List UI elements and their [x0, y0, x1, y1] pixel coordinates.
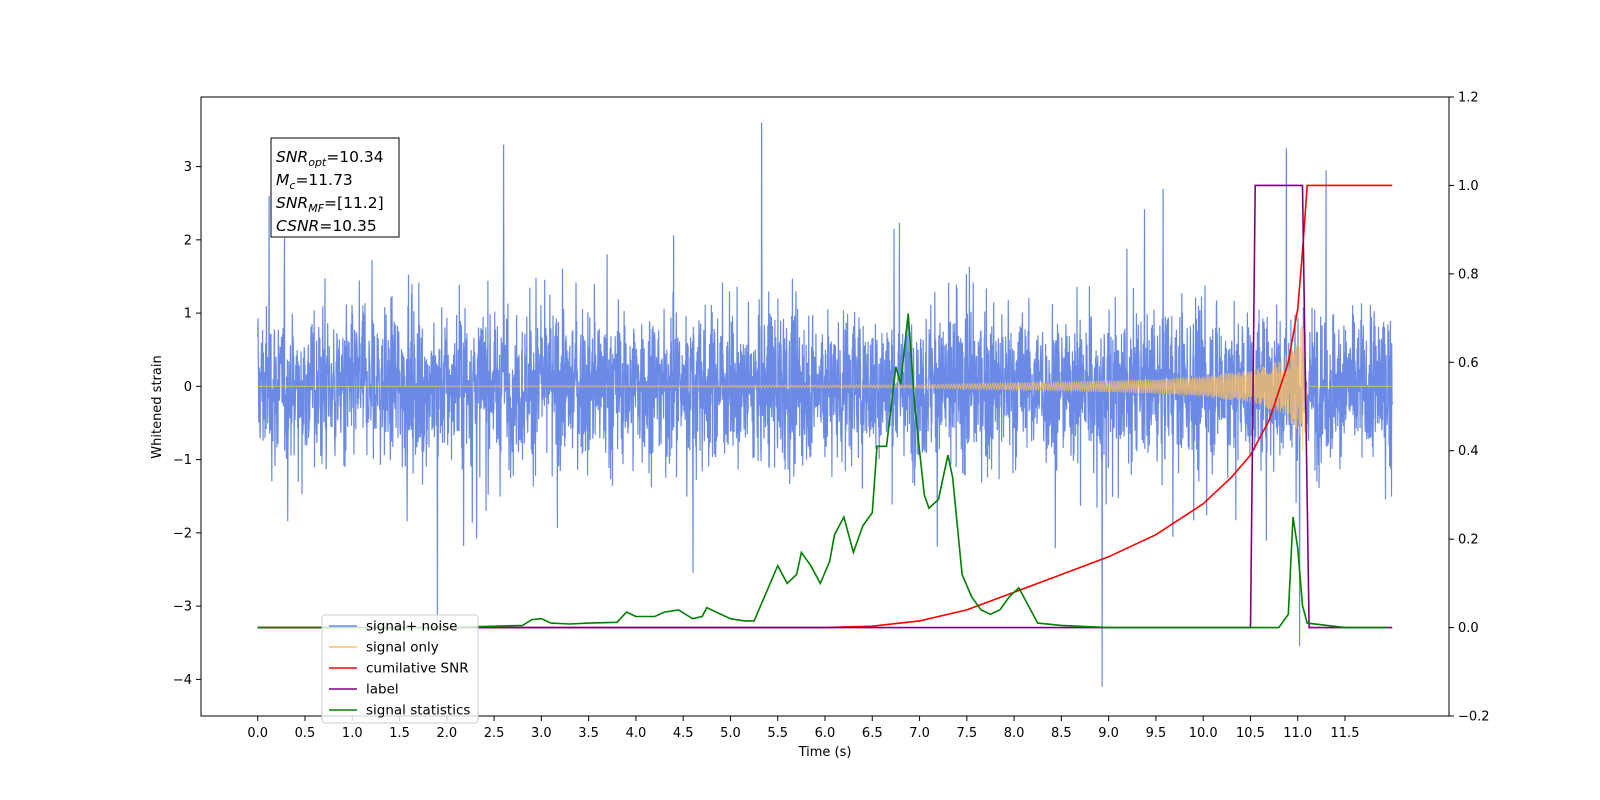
legend-frame — [321, 614, 479, 724]
y-left-tick-label: −1 — [173, 453, 192, 468]
annotation-line: SNRopt=10.34 — [276, 148, 384, 169]
x-tick-label: 5.5 — [767, 726, 788, 741]
y-right-tick-label: 0.8 — [1458, 267, 1479, 282]
y-left-tick-label: −4 — [173, 673, 192, 688]
x-tick-label: 9.5 — [1146, 726, 1167, 741]
y-right-tick-label: 1.0 — [1458, 179, 1479, 194]
y-right-tick-label: 0.4 — [1458, 444, 1479, 459]
annotation-line: Mc=11.73 — [276, 171, 353, 192]
x-tick-label: 2.0 — [436, 726, 457, 741]
legend-entry-label: label — [366, 682, 399, 698]
legend-entry-label: cumilative SNR — [366, 661, 469, 677]
x-tick-label: 4.0 — [626, 726, 647, 741]
x-tick-label: 8.5 — [1051, 726, 1072, 741]
annotation-line: SNRMF=[11.2] — [276, 194, 384, 215]
y-left-tick-label: 1 — [184, 307, 192, 322]
x-tick-label: 10.0 — [1189, 726, 1218, 741]
y-right-tick-label: 1.2 — [1458, 91, 1479, 106]
x-tick-label: 10.5 — [1236, 726, 1265, 741]
x-tick-label: 8.0 — [1004, 726, 1025, 741]
annotation-line: CSNR=10.35 — [276, 217, 377, 235]
x-tick-label: 0.0 — [247, 726, 268, 741]
x-tick-label: 11.5 — [1331, 726, 1360, 741]
legend-entry-label: signal only — [366, 640, 439, 656]
y-right-tick-label: 0.6 — [1458, 356, 1479, 371]
x-tick-label: 1.5 — [389, 726, 410, 741]
series-label-line — [257, 184, 1393, 629]
y-left-tick-label: −2 — [173, 526, 192, 541]
y-left-tick-label: 0 — [184, 380, 192, 395]
x-tick-label: 7.0 — [909, 726, 930, 741]
x-tick-label: 0.5 — [295, 726, 316, 741]
y-left-tick-label: 2 — [184, 233, 192, 248]
x-tick-label: 2.5 — [484, 726, 505, 741]
series-signal-statistics-line — [257, 313, 1388, 629]
x-tick-label: 4.5 — [673, 726, 694, 741]
x-tick-label: 11.0 — [1283, 726, 1312, 741]
x-axis-label: Time (s) — [798, 745, 852, 760]
series-signal-only-line — [257, 325, 1393, 451]
plot-area — [257, 122, 1393, 687]
series-signal-noise-line — [257, 122, 1393, 687]
x-tick-label: 6.0 — [815, 726, 836, 741]
series-cumulative-snr-line — [257, 184, 1393, 629]
y-left-tick-label: 3 — [184, 160, 192, 175]
y-axis-label-left: Whitened strain — [150, 355, 165, 458]
y-right-tick-label: 0.2 — [1458, 533, 1479, 548]
legend-entry-label: signal statistics — [366, 703, 470, 719]
legend-entry-label: signal+ noise — [366, 619, 457, 635]
axes-layer: 0.0 0.5 1.0 1.5 2.0 2.5 3.0 3.5 4.0 4.5 5.0 5.5 6.0 6… — [173, 91, 1490, 742]
y-right-tick-label: 0.0 — [1458, 621, 1479, 636]
x-tick-label: 3.5 — [578, 726, 599, 741]
x-tick-label: 9.0 — [1098, 726, 1119, 741]
x-tick-label: 1.0 — [342, 726, 363, 741]
x-tick-label: 6.5 — [862, 726, 883, 741]
x-tick-label: 7.5 — [956, 726, 977, 741]
y-left-tick-label: −3 — [173, 600, 192, 615]
y-right-tick-label: −0.2 — [1458, 710, 1490, 725]
legend: signal+ noise signal only cumilative SNR la… — [321, 614, 479, 724]
x-tick-label: 5.0 — [720, 726, 741, 741]
annotation-frame — [270, 137, 400, 238]
x-tick-label: 3.0 — [531, 726, 552, 741]
